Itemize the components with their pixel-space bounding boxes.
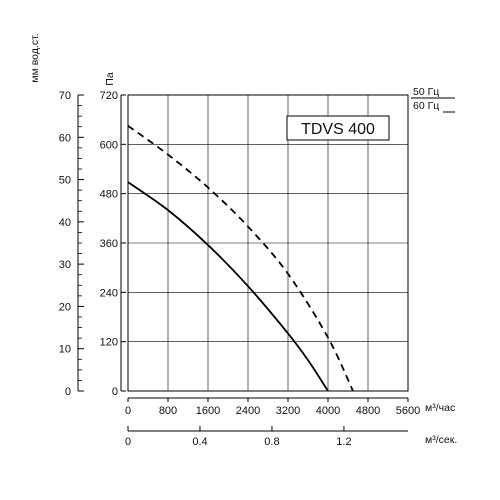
- water-tick-label: 50: [59, 175, 71, 187]
- water-tick-label: 10: [59, 344, 71, 356]
- pressure-tick-label: 600: [100, 139, 118, 151]
- pressure-tick-label: 360: [100, 238, 118, 250]
- flow-hour-tick-label: 3200: [276, 405, 300, 417]
- pressure-tick-label: 120: [100, 337, 118, 349]
- series-line-50hz: [127, 181, 329, 392]
- pressure-tick-label: 720: [100, 90, 118, 102]
- flow-hour-tick-label: 0: [125, 405, 131, 417]
- flow-hour-tick-label: 4800: [356, 405, 380, 417]
- flow-sec-tick-label: 0: [125, 436, 131, 448]
- grid: [128, 95, 408, 391]
- pressure-axis-title: Па: [104, 72, 116, 86]
- model-label-box: [286, 115, 390, 141]
- water-axis-title: мм вод.ст.: [29, 33, 41, 82]
- water-tick-label: 0: [65, 386, 71, 398]
- water-tick-label: 40: [59, 217, 71, 229]
- flow-sec-tick-label: 0.4: [192, 436, 207, 448]
- legend: 50 Гц 60 Гц: [411, 86, 455, 113]
- flow-sec-tick-label: 0.8: [264, 436, 279, 448]
- flow-hour-tick-label: 2400: [236, 405, 260, 417]
- flow-hour-axis-title: м³/час: [425, 402, 455, 414]
- axis-ticks: 0 800 1600 2400 3200 4000 4800 5600012024036048…: [59, 90, 420, 448]
- legend-label-50hz: 50 Гц: [413, 86, 439, 98]
- flow-sec-tick-label: 1.2: [336, 436, 351, 448]
- plot-frame: [127, 94, 409, 392]
- water-tick-label: 70: [59, 90, 71, 102]
- flow-hour-tick-label: 5600: [396, 405, 420, 417]
- pressure-tick-label: 0: [112, 386, 118, 398]
- model-label: TDVS 400: [301, 121, 375, 138]
- water-tick-label: 20: [59, 301, 71, 313]
- pressure-tick-label: 240: [100, 287, 118, 299]
- flow-hour-tick-label: 800: [159, 405, 177, 417]
- pressure-tick-label: 480: [100, 189, 118, 201]
- flow-sec-axis-title: м³/сек.: [425, 434, 457, 446]
- flow-hour-tick-label: 4000: [316, 405, 340, 417]
- water-tick-label: 30: [59, 259, 71, 271]
- series: [127, 125, 354, 392]
- water-tick-label: 60: [59, 132, 71, 144]
- series-line-60hz: [127, 125, 354, 392]
- legend-label-60hz: 60 Гц: [413, 100, 439, 112]
- flow-hour-tick-label: 1600: [196, 405, 220, 417]
